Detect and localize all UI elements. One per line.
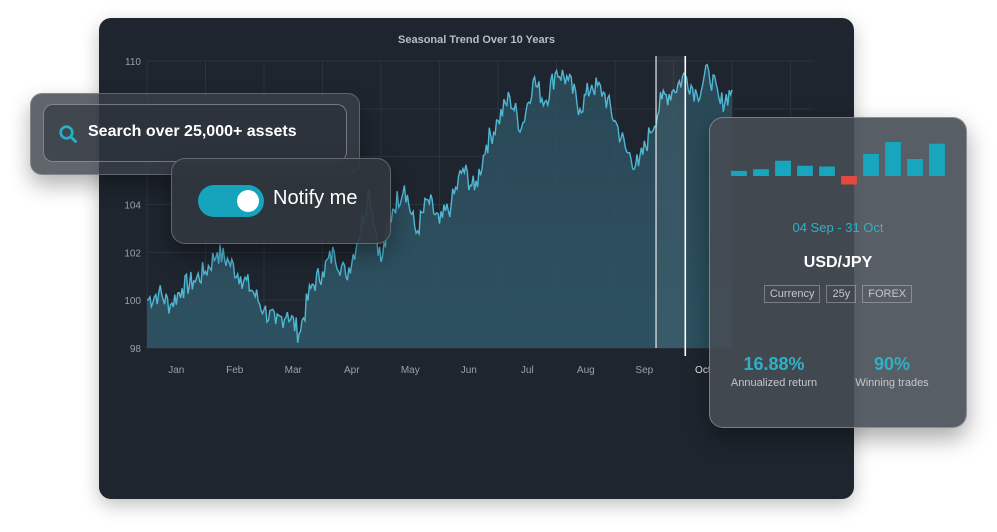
notify-toggle[interactable] xyxy=(198,185,264,217)
x-tick-label: Mar xyxy=(285,365,303,376)
x-tick-label: Sep xyxy=(635,365,653,376)
tag-list: Currency 25y FOREX xyxy=(710,285,966,303)
x-tick-label: Jan xyxy=(168,365,184,376)
highlight-band xyxy=(656,56,685,348)
notify-label: Notify me xyxy=(273,187,357,210)
y-tick-label: 98 xyxy=(130,344,142,355)
search-input[interactable]: Search over 25,000+ assets xyxy=(43,104,347,162)
search-icon xyxy=(58,124,78,144)
mini-bar xyxy=(907,159,923,176)
x-tick-label: Apr xyxy=(344,365,360,376)
tag-market[interactable]: FOREX xyxy=(862,285,912,303)
date-range: 04 Sep - 31 Oct xyxy=(710,220,966,235)
mini-bar xyxy=(731,171,747,176)
tag-currency[interactable]: Currency xyxy=(764,285,821,303)
x-tick-label: Aug xyxy=(577,365,595,376)
mini-bar xyxy=(885,142,901,176)
mini-bar xyxy=(753,169,769,176)
stats-card: 04 Sep - 31 Oct USD/JPY Currency 25y FOR… xyxy=(709,117,967,428)
mini-bar xyxy=(775,161,791,176)
y-tick-label: 104 xyxy=(124,201,141,212)
y-tick-label: 100 xyxy=(124,296,141,307)
y-tick-label: 102 xyxy=(124,248,141,259)
mini-bar xyxy=(841,176,857,185)
annualized-return-value: 16.88% xyxy=(710,354,838,375)
annualized-return-label: Annualized return xyxy=(710,377,838,389)
mini-bar xyxy=(863,154,879,176)
search-placeholder: Search over 25,000+ assets xyxy=(88,123,297,141)
winning-trades-label: Winning trades xyxy=(828,377,956,389)
x-tick-label: May xyxy=(401,365,420,376)
x-tick-label: Jul xyxy=(521,365,534,376)
notify-card: Notify me xyxy=(171,158,391,244)
toggle-knob[interactable] xyxy=(237,190,259,212)
winning-trades-value: 90% xyxy=(828,354,956,375)
annualized-return: 16.88% Annualized return xyxy=(710,354,838,389)
y-tick-label: 110 xyxy=(125,57,141,68)
currency-pair: USD/JPY xyxy=(710,254,966,272)
x-tick-label: Feb xyxy=(226,365,244,376)
mini-bar xyxy=(797,166,813,176)
mini-bar xyxy=(929,144,945,176)
tag-period[interactable]: 25y xyxy=(826,285,856,303)
mini-bar xyxy=(819,167,835,177)
mini-bar-chart xyxy=(710,118,966,198)
x-tick-label: Jun xyxy=(461,365,477,376)
winning-trades: 90% Winning trades xyxy=(828,354,956,389)
